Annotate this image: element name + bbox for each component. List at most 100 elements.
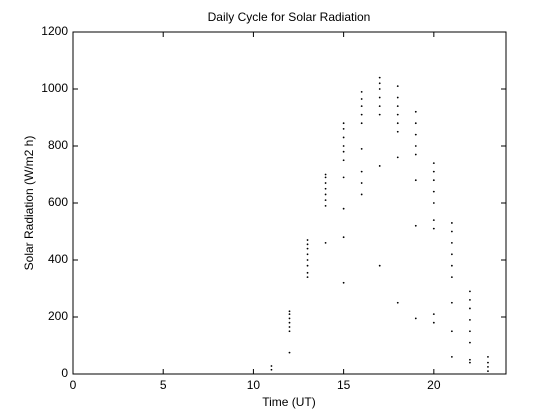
point bbox=[414, 110, 417, 113]
point bbox=[324, 176, 327, 179]
point bbox=[414, 133, 417, 136]
x-tick-label: 0 bbox=[70, 378, 77, 392]
point bbox=[469, 361, 471, 364]
x-axis-label: Time (UT) bbox=[262, 395, 316, 409]
point bbox=[450, 222, 453, 224]
x-tick-label: 15 bbox=[337, 378, 351, 392]
point bbox=[288, 326, 291, 328]
chart-title: Daily Cycle for Solar Radiation bbox=[208, 10, 371, 24]
point bbox=[378, 96, 381, 99]
point bbox=[432, 227, 435, 230]
y-tick-label: 600 bbox=[48, 195, 68, 209]
point bbox=[432, 313, 435, 316]
point bbox=[306, 247, 309, 250]
point bbox=[378, 82, 381, 85]
point bbox=[270, 368, 273, 371]
point bbox=[396, 122, 399, 125]
point bbox=[414, 179, 417, 182]
point bbox=[469, 358, 471, 361]
y-tick-label: 400 bbox=[48, 252, 68, 266]
point bbox=[487, 361, 489, 364]
point bbox=[360, 182, 363, 184]
point bbox=[342, 281, 345, 284]
y-tick-label: 0 bbox=[61, 366, 68, 380]
point bbox=[306, 253, 309, 256]
point bbox=[469, 318, 471, 321]
point bbox=[432, 219, 435, 222]
point bbox=[432, 162, 435, 165]
point bbox=[396, 105, 399, 107]
point bbox=[360, 122, 363, 125]
point bbox=[288, 310, 291, 313]
point bbox=[342, 145, 345, 147]
y-tick-label: 1200 bbox=[41, 24, 68, 38]
point bbox=[432, 190, 435, 193]
point bbox=[306, 259, 309, 261]
point bbox=[469, 341, 471, 344]
point bbox=[414, 145, 417, 147]
point bbox=[342, 236, 345, 239]
point bbox=[396, 85, 399, 88]
point bbox=[306, 276, 309, 278]
point bbox=[450, 356, 453, 358]
point bbox=[342, 207, 345, 210]
point bbox=[396, 301, 399, 304]
point bbox=[306, 271, 309, 274]
y-axis-label: Solar Radiation (W/m2 h) bbox=[22, 136, 36, 271]
point bbox=[360, 147, 363, 150]
point bbox=[342, 127, 345, 130]
point bbox=[450, 253, 453, 256]
point bbox=[324, 193, 327, 196]
point bbox=[324, 182, 327, 184]
point bbox=[288, 321, 291, 324]
x-tick-label: 5 bbox=[160, 378, 167, 392]
point bbox=[360, 193, 363, 196]
point bbox=[360, 90, 363, 93]
point bbox=[342, 150, 345, 153]
point bbox=[342, 176, 345, 179]
point bbox=[324, 173, 327, 176]
point bbox=[288, 313, 291, 316]
y-tick-label: 1000 bbox=[41, 81, 68, 95]
point bbox=[450, 276, 453, 278]
point bbox=[360, 113, 363, 116]
point bbox=[469, 307, 471, 310]
point bbox=[396, 156, 399, 159]
point bbox=[270, 365, 273, 367]
point bbox=[432, 170, 435, 173]
x-tick-label: 20 bbox=[427, 378, 441, 392]
point bbox=[450, 301, 453, 304]
point bbox=[306, 264, 309, 267]
point bbox=[469, 330, 471, 333]
point bbox=[288, 317, 291, 320]
point bbox=[414, 224, 417, 227]
point bbox=[432, 202, 435, 204]
point bbox=[288, 330, 291, 333]
x-tick-label: 10 bbox=[247, 378, 261, 392]
point bbox=[378, 264, 381, 267]
point bbox=[342, 136, 345, 139]
y-tick-label: 200 bbox=[48, 309, 68, 323]
point bbox=[378, 76, 381, 79]
point bbox=[414, 153, 417, 156]
point bbox=[432, 321, 435, 324]
point bbox=[396, 113, 399, 116]
point bbox=[342, 159, 345, 162]
point bbox=[378, 88, 381, 90]
point bbox=[450, 230, 453, 233]
point bbox=[396, 96, 399, 99]
point bbox=[414, 122, 417, 125]
point bbox=[360, 98, 363, 100]
point bbox=[450, 242, 453, 244]
point bbox=[306, 239, 309, 241]
point bbox=[396, 130, 399, 133]
point bbox=[288, 351, 291, 354]
point bbox=[342, 122, 345, 125]
point bbox=[324, 199, 327, 202]
point bbox=[487, 370, 489, 373]
point bbox=[414, 317, 417, 320]
point bbox=[324, 242, 327, 244]
point bbox=[469, 299, 471, 301]
